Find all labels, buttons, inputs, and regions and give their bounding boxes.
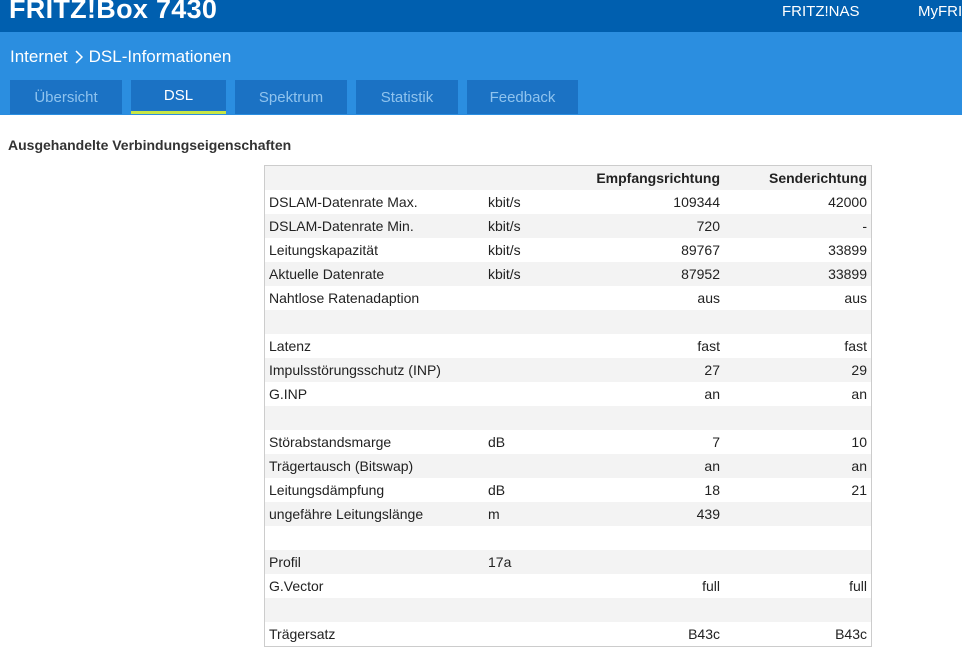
section-heading: Ausgehandelte Verbindungseigenschaften: [8, 137, 292, 153]
table-cell: 33899: [828, 242, 867, 258]
nav-link[interactable]: FRITZ!NAS: [782, 3, 860, 20]
table-row: [265, 310, 871, 334]
table-cell: 10: [851, 434, 867, 450]
table-row: Trägersatz B43c B43c: [265, 622, 871, 646]
table-cell: kbit/s: [488, 266, 521, 282]
breadcrumb-item: DSL-Informationen: [88, 47, 232, 66]
table-row: Impulsstörungsschutz (INP) 27 29: [265, 358, 871, 382]
table-row: Trägertausch (Bitswap) an an: [265, 454, 871, 478]
table-row: [265, 406, 871, 430]
info-table: Empfangsrichtung Senderichtung DSLAM-Daten…: [264, 165, 872, 647]
table-cell: 42000: [828, 194, 867, 210]
table-cell: kbit/s: [488, 218, 521, 234]
table-cell: 33899: [828, 266, 867, 282]
table-row: Profil 17a: [265, 550, 871, 574]
table-cell: -: [862, 218, 867, 234]
table-row: Leitungskapazität kbit/s 89767 33899: [265, 238, 871, 262]
breadcrumb: Internet DSL-Informationen: [10, 47, 231, 67]
breadcrumb-item[interactable]: Internet: [10, 47, 68, 66]
tab[interactable]: Statistik: [356, 80, 458, 114]
table-cell: Leitungsdämpfung: [269, 482, 385, 498]
table-cell: 7: [712, 434, 720, 450]
column-header: Senderichtung: [768, 170, 867, 186]
table-cell: full: [702, 578, 720, 594]
table-cell: DSLAM-Datenrate Max.: [269, 194, 418, 210]
table-cell: an: [851, 386, 867, 402]
header-band: Internet DSL-Informationen Übersicht DSL S…: [0, 32, 962, 115]
table-cell: G.INP: [269, 386, 308, 402]
table-cell: 29: [851, 362, 867, 378]
table-cell: dB: [488, 434, 506, 450]
table-cell: 89767: [681, 242, 720, 258]
chevron-icon: [75, 50, 83, 64]
app-title: FRITZ!Box 7430: [9, 0, 218, 24]
table-row: [265, 598, 871, 622]
table-cell: Trägertausch (Bitswap): [269, 458, 414, 474]
table-cell: Leitungskapazität: [269, 242, 378, 258]
table-row: DSLAM-Datenrate Max. kbit/s 109344 42000: [265, 190, 871, 214]
table-row: Aktuelle Datenrate kbit/s 87952 33899: [265, 262, 871, 286]
tab[interactable]: Übersicht: [10, 80, 122, 114]
table-cell: dB: [488, 482, 506, 498]
table-cell: G.Vector: [269, 578, 324, 594]
table-cell: B43c: [835, 626, 867, 642]
tab[interactable]: Feedback: [467, 80, 578, 114]
table-cell: full: [849, 578, 867, 594]
table-cell: 17a: [488, 554, 512, 570]
table-row: DSLAM-Datenrate Min. kbit/s 720 -: [265, 214, 871, 238]
table-row: Störabstandsmarge dB 7 10: [265, 430, 871, 454]
table-cell: fast: [697, 338, 720, 354]
table-cell: Profil: [269, 554, 301, 570]
tab[interactable]: DSL: [131, 80, 226, 114]
table-cell: DSLAM-Datenrate Min.: [269, 218, 414, 234]
nav-link[interactable]: MyFRI: [918, 3, 962, 20]
table-cell: Impulsstörungsschutz (INP): [269, 362, 441, 378]
table-row: ungefähre Leitungslänge m 439: [265, 502, 871, 526]
table-cell: an: [704, 458, 720, 474]
table-cell: kbit/s: [488, 194, 521, 210]
table-cell: B43c: [688, 626, 720, 642]
table-cell: ungefähre Leitungslänge: [269, 506, 424, 522]
table-cell: an: [851, 458, 867, 474]
table-cell: an: [704, 386, 720, 402]
table-row: Latenz fast fast: [265, 334, 871, 358]
table-cell: aus: [697, 290, 720, 306]
column-header: Empfangsrichtung: [596, 170, 720, 186]
table-row: [265, 526, 871, 550]
table-row: Leitungsdämpfung dB 18 21: [265, 478, 871, 502]
table-cell: Trägersatz: [269, 626, 336, 642]
table-cell: kbit/s: [488, 242, 521, 258]
table-row: G.INP an an: [265, 382, 871, 406]
table-cell: 109344: [673, 194, 720, 210]
table-cell: 87952: [681, 266, 720, 282]
table-cell: m: [488, 506, 500, 522]
table-cell: Nahtlose Ratenadaption: [269, 290, 420, 306]
table-row: Nahtlose Ratenadaption aus aus: [265, 286, 871, 310]
table-cell: 439: [696, 506, 720, 522]
table-header: Empfangsrichtung Senderichtung: [265, 166, 871, 190]
table-cell: 18: [704, 482, 720, 498]
table-cell: 720: [696, 218, 720, 234]
table-cell: Störabstandsmarge: [269, 434, 392, 450]
table-cell: 27: [704, 362, 720, 378]
table-cell: aus: [844, 290, 867, 306]
table-cell: fast: [844, 338, 867, 354]
table-cell: 21: [851, 482, 867, 498]
table-cell: Latenz: [269, 338, 312, 354]
table-cell: Aktuelle Datenrate: [269, 266, 385, 282]
table-row: G.Vector full full: [265, 574, 871, 598]
tab[interactable]: Spektrum: [235, 80, 347, 114]
top-bar: FRITZ!Box 7430 FRITZ!NAS MyFRI: [0, 0, 962, 32]
